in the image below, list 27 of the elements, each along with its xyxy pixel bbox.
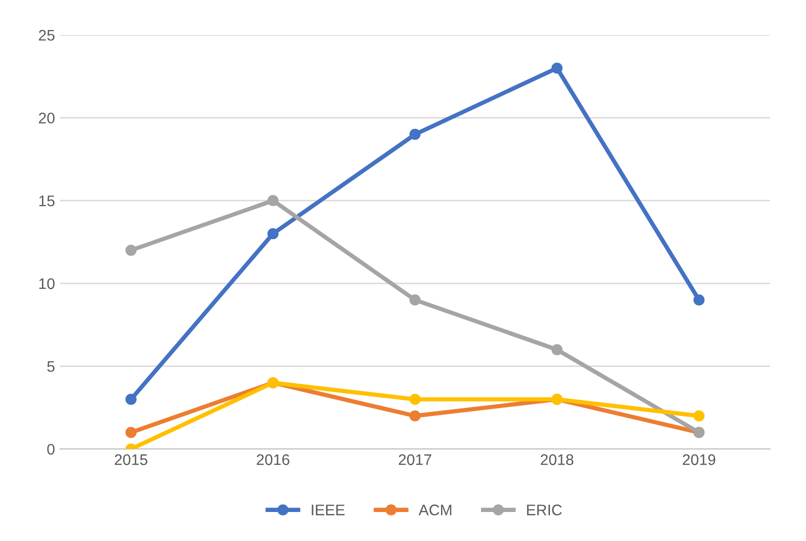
y-tick-label: 5 — [47, 361, 54, 372]
x-tick-label: 2017 — [398, 454, 432, 466]
legend-label: ERIC — [527, 504, 562, 516]
y-tick-label: 20 — [38, 112, 55, 124]
legend-label: ACM — [418, 504, 452, 516]
y-tick-label: 10 — [39, 278, 55, 290]
point — [551, 62, 563, 74]
y-tick-label: 25 — [38, 30, 54, 41]
point — [551, 344, 563, 356]
point — [409, 394, 421, 405]
y-tick-label: 15 — [39, 196, 54, 206]
x-tick-label: 2016 — [256, 454, 290, 466]
point — [125, 426, 137, 438]
point — [125, 394, 137, 405]
x-tick-label: 2019 — [682, 454, 716, 466]
point — [693, 410, 705, 422]
x-tick-label: 2018 — [540, 454, 574, 466]
point — [409, 294, 421, 306]
x-tick-label: 2015 — [114, 454, 148, 466]
point — [693, 294, 705, 306]
point — [267, 195, 279, 206]
y-tick-label: 0 — [47, 444, 55, 455]
point — [125, 244, 137, 256]
point — [409, 410, 421, 422]
point — [409, 128, 421, 140]
legend-label: IEEE — [312, 504, 345, 516]
point — [267, 228, 279, 240]
